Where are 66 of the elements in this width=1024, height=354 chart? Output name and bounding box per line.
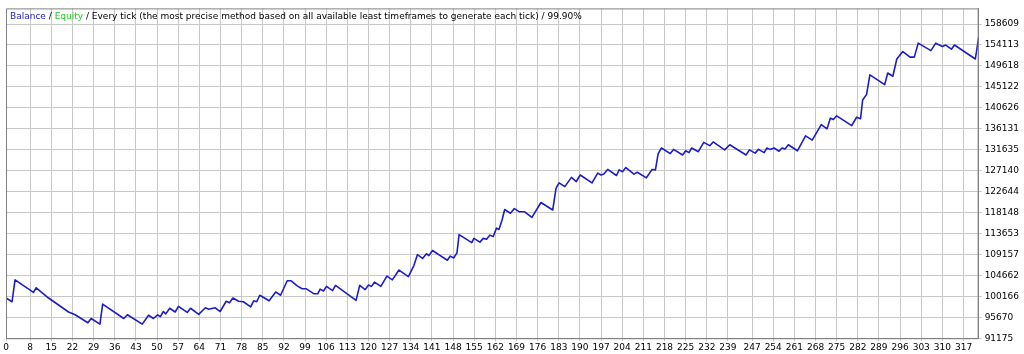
x-tick-label: 317 <box>954 341 973 352</box>
y-tick-label: 104662 <box>984 269 1019 280</box>
y-tick-label: 95670 <box>984 311 1014 322</box>
y-tick-label: 140626 <box>984 102 1020 113</box>
x-tick-label: 78 <box>235 341 248 352</box>
x-tick-label: 282 <box>849 341 867 352</box>
x-tick-label: 29 <box>87 341 100 352</box>
annotation: / <box>48 10 53 21</box>
x-tick-label: 36 <box>109 341 121 352</box>
x-tick-label: 50 <box>151 341 164 352</box>
x-tick-label: 303 <box>912 341 930 352</box>
y-tick-label: 113653 <box>984 227 1019 238</box>
x-tick-label: 261 <box>785 341 803 352</box>
x-tick-label: 127 <box>381 341 399 352</box>
x-tick-label: 254 <box>764 341 783 352</box>
x-tick-label: 120 <box>359 341 378 352</box>
x-tick-label: 197 <box>592 341 610 352</box>
x-tick-label: 64 <box>193 341 206 352</box>
y-tick-label: 149618 <box>984 60 1020 71</box>
x-tick-label: 15 <box>45 341 58 352</box>
x-tick-label: 183 <box>550 341 568 352</box>
y-tick-label: 131635 <box>984 144 1019 155</box>
y-tick-label: 100166 <box>984 290 1020 301</box>
x-tick-label: 71 <box>214 341 227 352</box>
x-tick-label: 176 <box>529 341 547 352</box>
x-tick-label: 232 <box>698 341 716 352</box>
y-tick-label: 154113 <box>984 39 1019 50</box>
y-tick-label: 122644 <box>984 185 1020 196</box>
x-tick-label: 190 <box>571 341 589 352</box>
x-tick-label: 57 <box>172 341 184 352</box>
x-tick-label: 310 <box>933 341 952 352</box>
y-tick-label: 91175 <box>984 332 1014 343</box>
x-tick-label: 211 <box>634 341 652 352</box>
y-tick-label: 109157 <box>984 248 1019 259</box>
x-tick-label: 155 <box>465 341 483 352</box>
y-tick-label: 136131 <box>984 123 1019 134</box>
x-tick-label: 148 <box>444 341 462 352</box>
x-tick-label: 134 <box>402 341 420 352</box>
x-tick-label: 162 <box>486 341 504 352</box>
x-tick-label: 141 <box>423 341 441 352</box>
x-tick-label: 296 <box>891 341 909 352</box>
x-tick-label: 0 <box>3 341 10 352</box>
x-tick-label: 268 <box>806 341 825 352</box>
x-tick-label: 204 <box>613 341 632 352</box>
y-tick-label: 118148 <box>984 206 1020 217</box>
x-tick-label: 99 <box>299 341 312 352</box>
x-tick-label: 289 <box>870 341 888 352</box>
y-tick-label: 158609 <box>984 18 1020 29</box>
text: Balance <box>10 10 47 21</box>
x-tick-label: 239 <box>719 341 737 352</box>
x-tick-label: 85 <box>257 341 269 352</box>
x-tick-label: 169 <box>507 341 526 352</box>
y-tick-label: 127140 <box>984 164 1020 175</box>
y-tick-label: 145122 <box>984 81 1019 92</box>
x-tick-label: 106 <box>317 341 336 352</box>
x-tick-label: 92 <box>278 341 290 352</box>
x-tick-label: 225 <box>677 341 695 352</box>
chart-title: / Every tick (the most precise method based on all available least timeframes to generate each tick) / 99.90% <box>85 10 583 21</box>
x-tick-label: 247 <box>743 341 761 352</box>
x-tick-label: 22 <box>66 341 79 352</box>
x-tick-label: 43 <box>130 341 142 352</box>
x-tick-label: 218 <box>655 341 674 352</box>
legend-label: Equity <box>54 10 84 21</box>
x-tick-label: 113 <box>338 341 356 352</box>
x-tick-label: 8 <box>27 341 34 352</box>
x-tick-label: 275 <box>828 341 846 352</box>
